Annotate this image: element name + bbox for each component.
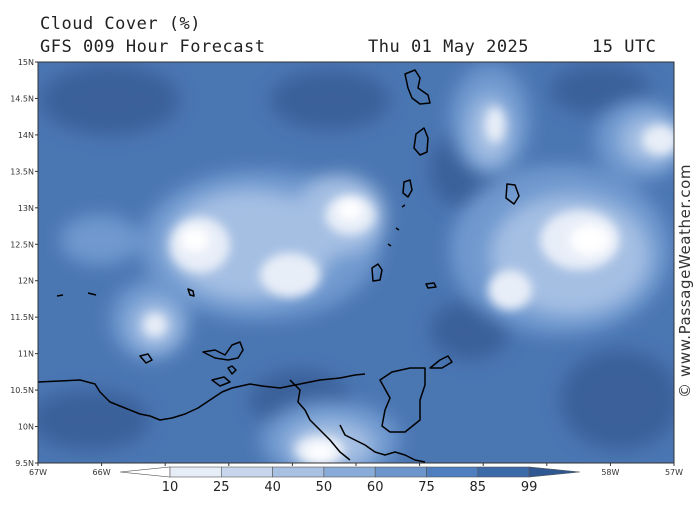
colorbar-bin bbox=[323, 466, 376, 478]
coastlines bbox=[38, 69, 520, 463]
forecast-time: 15 UTC bbox=[592, 37, 657, 57]
colorbar-level-label: 60 bbox=[367, 480, 384, 495]
lat-label: 12.5N bbox=[10, 240, 34, 249]
colorbar-low-arrow bbox=[119, 466, 171, 478]
colorbar-bin bbox=[221, 466, 273, 478]
lat-label: 10.5N bbox=[10, 386, 34, 395]
lat-label: 14.5N bbox=[10, 94, 34, 103]
colorbar-bin bbox=[374, 466, 427, 478]
colorbar-bin bbox=[477, 466, 530, 478]
colorbar-bin bbox=[272, 466, 325, 478]
colorbar-level-label: 99 bbox=[521, 480, 538, 495]
colorbar-bin bbox=[426, 466, 479, 478]
colorbar-bin bbox=[169, 466, 222, 478]
lat-label: 14N bbox=[18, 131, 34, 140]
lon-label: 57W bbox=[665, 468, 683, 477]
forecast-subtitle: GFS 009 Hour Forecast bbox=[40, 37, 266, 57]
lat-label: 13.5N bbox=[10, 167, 34, 176]
lon-label: 58W bbox=[601, 468, 619, 477]
lat-label: 9.5N bbox=[15, 459, 34, 468]
lon-label: 66W bbox=[93, 468, 111, 477]
colorbar-level-label: 40 bbox=[264, 480, 281, 495]
lat-label: 15N bbox=[18, 58, 34, 67]
colorbar-level-label: 10 bbox=[162, 480, 179, 495]
cloud-field bbox=[38, 62, 674, 463]
lat-label: 10N bbox=[18, 423, 34, 432]
lat-label: 12N bbox=[18, 277, 34, 286]
forecast-date: Thu 01 May 2025 bbox=[368, 37, 530, 57]
lon-label: 67W bbox=[29, 468, 47, 477]
lat-label: 13N bbox=[18, 204, 34, 213]
colorbar-level-label: 50 bbox=[316, 480, 333, 495]
colorbar-level-label: 85 bbox=[470, 480, 487, 495]
lat-label: 11N bbox=[18, 350, 34, 359]
colorbar-level-label: 75 bbox=[418, 480, 435, 495]
colorbar-level-label: 25 bbox=[213, 480, 230, 495]
colorbar-high-arrow bbox=[528, 466, 581, 478]
map-title: Cloud Cover (%) bbox=[40, 14, 202, 34]
lat-label: 11.5N bbox=[10, 313, 34, 322]
latitude-labels: 15N 14.5N 14N 13.5N 13N 12.5N 12N 11.5N 11N 10.5N… bbox=[10, 58, 38, 468]
colorbar: 10 25 40 50 60 75 85 99 bbox=[119, 466, 581, 495]
